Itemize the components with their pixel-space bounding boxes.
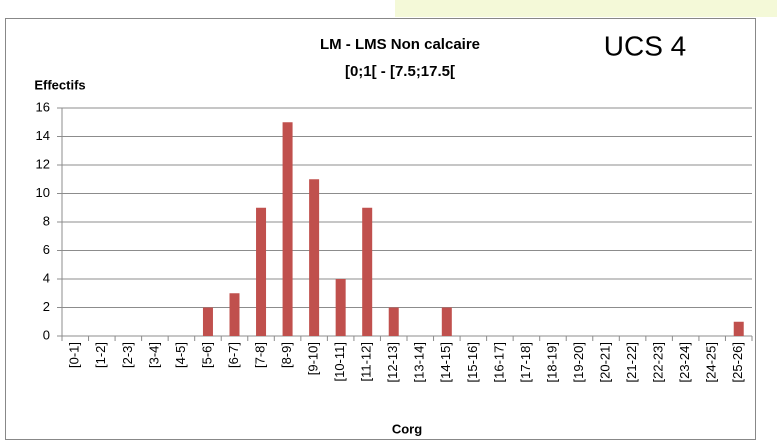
x-tick-label: [24-25] — [704, 342, 719, 382]
bar — [733, 321, 744, 336]
bar — [388, 307, 399, 336]
x-tick-label: [18-19] — [544, 342, 559, 382]
y-tick-label: 8 — [43, 213, 50, 228]
x-tick-label: [21-22] — [624, 342, 639, 382]
x-tick-label: [23-24] — [677, 342, 692, 382]
bar — [256, 207, 267, 336]
x-tick-label: [2-3] — [120, 342, 135, 368]
chart-subtitle: [0;1[ - [7.5;17.5[ — [345, 63, 455, 80]
annotation: UCS 4 — [604, 30, 686, 61]
x-tick-label: [16-17] — [491, 342, 506, 382]
bar — [335, 279, 346, 336]
x-tick-label: [9-10] — [306, 342, 321, 375]
y-tick-label: 6 — [43, 242, 50, 257]
x-tick-label: [19-20] — [571, 342, 586, 382]
x-tick-label: [3-4] — [146, 342, 161, 368]
x-tick-label: [8-9] — [279, 342, 294, 368]
x-tick-label: [6-7] — [226, 342, 241, 368]
bar — [282, 122, 293, 336]
chart-title: LM - LMS Non calcaire — [320, 36, 480, 53]
bar — [202, 307, 213, 336]
y-tick-label: 0 — [43, 327, 50, 342]
background-strip — [395, 0, 777, 17]
x-tick-label: [25-26] — [730, 342, 745, 382]
y-tick-label: 12 — [36, 156, 50, 171]
x-tick-label: [11-12] — [359, 342, 374, 382]
x-tick-label: [1-2] — [93, 342, 108, 368]
y-tick-label: 14 — [36, 128, 50, 143]
x-tick-label: [5-6] — [199, 342, 214, 368]
x-tick-label: [15-16] — [465, 342, 480, 382]
x-tick-label: [0-1] — [67, 342, 82, 368]
x-tick-label: [4-5] — [173, 342, 188, 368]
bar — [441, 307, 452, 336]
x-tick-label: [13-14] — [412, 342, 427, 382]
x-tick-label: [22-23] — [651, 342, 666, 382]
bar — [229, 293, 240, 336]
x-tick-label: [12-13] — [385, 342, 400, 382]
bar — [362, 207, 373, 336]
x-tick-label: [17-18] — [518, 342, 533, 382]
y-tick-label: 10 — [36, 185, 50, 200]
y-tick-label: 2 — [43, 299, 50, 314]
chart-frame — [5, 18, 756, 440]
bar — [309, 179, 320, 336]
x-tick-label: [14-15] — [438, 342, 453, 382]
y-tick-label: 4 — [43, 270, 50, 285]
y-axis-label: Effectifs — [34, 77, 85, 92]
y-tick-label: 16 — [36, 99, 50, 114]
x-tick-label: [10-11] — [332, 342, 347, 382]
x-tick-label: [7-8] — [252, 342, 267, 368]
x-tick-label: [20-21] — [597, 342, 612, 382]
x-axis-label: Corg — [392, 421, 422, 436]
